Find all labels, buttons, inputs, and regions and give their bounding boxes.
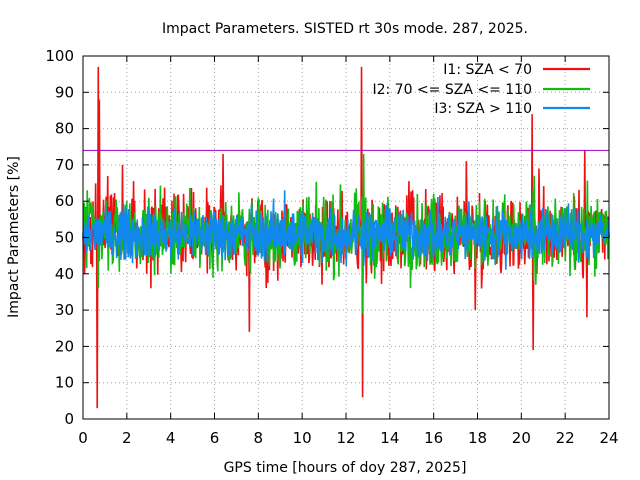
x-axis-label: GPS time [hours of doy 287, 2025] (224, 460, 467, 476)
chart-title: Impact Parameters. SISTED rt 30s mode. 2… (162, 21, 528, 37)
y-tick-label: 0 (64, 410, 74, 428)
x-tick-label: 20 (512, 429, 531, 447)
y-tick-label: 100 (45, 47, 74, 65)
x-tick-label: 4 (166, 429, 176, 447)
x-tick-label: 0 (78, 429, 88, 447)
x-tick-label: 14 (380, 429, 399, 447)
y-tick-label: 40 (55, 265, 74, 283)
series-3 (82, 190, 610, 270)
axes: 0 2 4 6 8 10 12 14 16 18 20 22 240102030405060708090… (45, 47, 618, 447)
x-tick-label: 8 (254, 429, 264, 447)
x-tick-label: 6 (210, 429, 220, 447)
y-tick-label: 70 (55, 156, 74, 174)
y-tick-label: 50 (55, 229, 74, 247)
x-tick-label: 22 (556, 429, 575, 447)
legend-label-2: I2: 70 <= SZA <= 110 (372, 82, 532, 98)
y-axis-label: Impact Parameters [%] (6, 156, 22, 318)
series-layer (82, 66, 610, 409)
legend-label-1: I1: SZA < 70 (443, 62, 532, 78)
y-tick-label: 20 (55, 337, 74, 355)
y-tick-label: 10 (55, 374, 74, 392)
grid (83, 56, 609, 419)
y-tick-label: 30 (55, 301, 74, 319)
x-tick-label: 16 (424, 429, 443, 447)
y-tick-label: 60 (55, 192, 74, 210)
x-tick-label: 12 (336, 429, 355, 447)
legend: I1: SZA < 70 I2: 70 <= SZA <= 110 I3: SZA … (372, 62, 590, 117)
x-tick-label: 24 (599, 429, 618, 447)
legend-label-3: I3: SZA > 110 (434, 101, 532, 117)
x-tick-label: 2 (122, 429, 132, 447)
y-tick-label: 90 (55, 83, 74, 101)
series-3-line (82, 190, 610, 270)
x-tick-label: 18 (468, 429, 487, 447)
x-tick-label: 10 (293, 429, 312, 447)
y-tick-label: 80 (55, 120, 74, 138)
